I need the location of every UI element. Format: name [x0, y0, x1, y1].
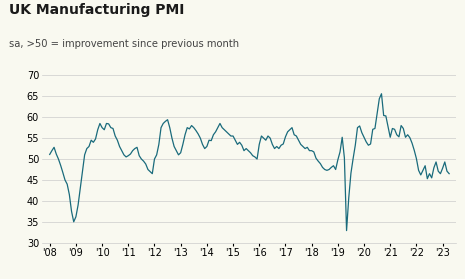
Text: UK Manufacturing PMI: UK Manufacturing PMI: [9, 3, 185, 17]
Text: sa, >50 = improvement since previous month: sa, >50 = improvement since previous mon…: [9, 39, 239, 49]
